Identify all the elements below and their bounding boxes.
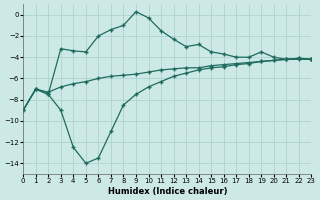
- X-axis label: Humidex (Indice chaleur): Humidex (Indice chaleur): [108, 187, 227, 196]
